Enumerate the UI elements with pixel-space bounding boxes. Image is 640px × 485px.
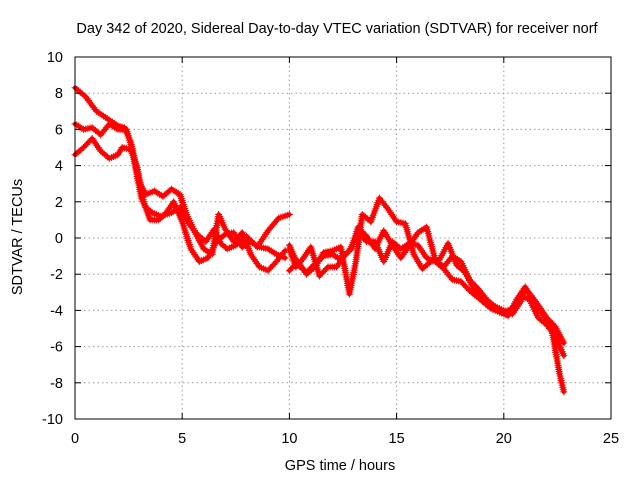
y-tick-label: -2	[50, 267, 63, 283]
x-tick-label: 0	[71, 431, 79, 447]
series-track-b	[71, 120, 289, 275]
y-tick-label: 0	[55, 231, 63, 247]
chart-title: Day 342 of 2020, Sidereal Day-to-day VTE…	[76, 21, 598, 37]
y-tick-label: 4	[55, 159, 63, 175]
y-tick-label: 2	[55, 195, 63, 211]
plus-markers	[285, 229, 568, 360]
series-track-f	[285, 229, 568, 360]
x-tick-label: 25	[603, 431, 619, 447]
x-axis-label: GPS time / hours	[285, 458, 395, 474]
axis-ticks: 0 5 10 15 20 25 -10 -8 -6 -4 -2 0 2 4 6 8 10	[42, 50, 619, 447]
y-tick-label: 8	[55, 86, 63, 102]
y-tick-label: 6	[55, 122, 63, 138]
y-tick-label: -6	[50, 340, 63, 356]
y-tick-label: -10	[42, 412, 63, 428]
data-series	[71, 84, 568, 396]
grid-lines	[75, 57, 611, 419]
x-tick-label: 15	[389, 431, 405, 447]
x-tick-label: 20	[496, 431, 512, 447]
y-tick-label: -4	[50, 303, 63, 319]
y-tick-label: -8	[50, 376, 63, 392]
y-tick-label: 10	[47, 50, 63, 66]
x-tick-label: 10	[281, 431, 297, 447]
x-tick-label: 5	[178, 431, 186, 447]
y-axis-label: SDTVAR / TECUs	[10, 179, 26, 295]
